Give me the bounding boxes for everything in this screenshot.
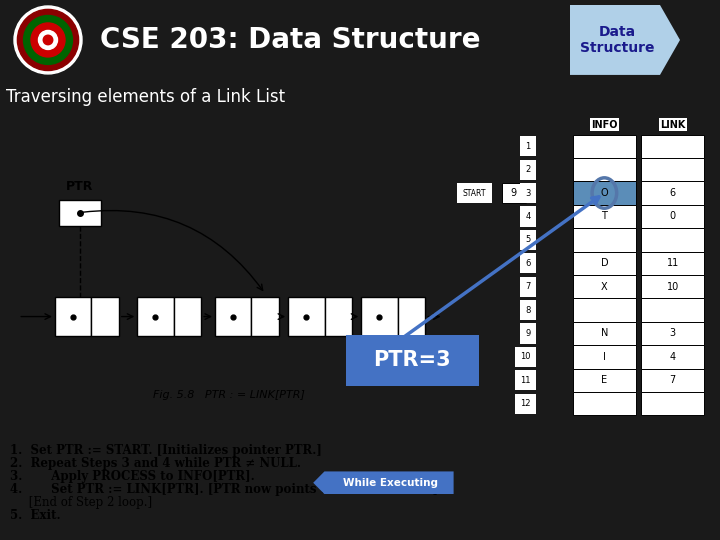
Text: 1: 1 xyxy=(526,141,531,151)
Text: 9: 9 xyxy=(526,329,531,338)
FancyBboxPatch shape xyxy=(641,158,704,181)
Text: START: START xyxy=(462,188,486,198)
FancyBboxPatch shape xyxy=(361,297,397,336)
Text: PTR: PTR xyxy=(66,180,94,193)
Polygon shape xyxy=(570,5,680,75)
Text: Fig. 5.8   PTR : = LINK[PTR]: Fig. 5.8 PTR : = LINK[PTR] xyxy=(153,389,305,400)
FancyBboxPatch shape xyxy=(325,297,352,336)
FancyBboxPatch shape xyxy=(641,205,704,228)
FancyBboxPatch shape xyxy=(60,200,101,226)
Text: INFO: INFO xyxy=(591,120,618,130)
Text: 2: 2 xyxy=(526,165,531,174)
FancyBboxPatch shape xyxy=(641,181,704,205)
Text: 6: 6 xyxy=(670,188,676,198)
Text: Traversing elements of a Link List: Traversing elements of a Link List xyxy=(6,89,285,106)
FancyBboxPatch shape xyxy=(573,322,636,345)
Text: 8: 8 xyxy=(526,306,531,315)
Text: [End of Step 2 loop.]: [End of Step 2 loop.] xyxy=(9,496,152,509)
FancyBboxPatch shape xyxy=(55,297,91,336)
Circle shape xyxy=(38,30,58,50)
Text: 7: 7 xyxy=(526,282,531,291)
Text: While Executing: While Executing xyxy=(343,478,438,488)
Text: 4: 4 xyxy=(670,352,676,362)
Text: LINK: LINK xyxy=(660,120,685,130)
Circle shape xyxy=(24,16,73,64)
Text: 5: 5 xyxy=(526,235,531,245)
FancyBboxPatch shape xyxy=(641,275,704,299)
Text: I: I xyxy=(603,352,606,362)
Text: 12: 12 xyxy=(521,399,531,408)
Text: Data
Structure: Data Structure xyxy=(580,25,654,55)
Text: 3: 3 xyxy=(670,328,676,339)
Text: 2.  Repeat Steps 3 and 4 while PTR ≠ NULL.: 2. Repeat Steps 3 and 4 while PTR ≠ NULL… xyxy=(9,457,301,470)
FancyBboxPatch shape xyxy=(573,369,636,392)
Polygon shape xyxy=(313,471,454,494)
FancyBboxPatch shape xyxy=(641,134,704,158)
FancyBboxPatch shape xyxy=(641,369,704,392)
FancyBboxPatch shape xyxy=(251,297,279,336)
FancyBboxPatch shape xyxy=(641,228,704,252)
Text: 5.  Exit.: 5. Exit. xyxy=(9,509,60,522)
Text: D: D xyxy=(600,258,608,268)
Text: 3: 3 xyxy=(526,188,531,198)
FancyBboxPatch shape xyxy=(573,158,636,181)
Text: E: E xyxy=(601,375,608,385)
Circle shape xyxy=(17,9,78,71)
FancyBboxPatch shape xyxy=(573,134,636,158)
Text: 10: 10 xyxy=(667,282,679,292)
Circle shape xyxy=(31,23,65,57)
FancyBboxPatch shape xyxy=(288,297,325,336)
Text: 11: 11 xyxy=(667,258,679,268)
Text: T: T xyxy=(601,212,607,221)
FancyBboxPatch shape xyxy=(335,330,490,390)
Text: 7: 7 xyxy=(670,375,676,385)
Text: PTR=3: PTR=3 xyxy=(374,350,451,370)
Text: X: X xyxy=(601,282,608,292)
FancyBboxPatch shape xyxy=(641,252,704,275)
FancyBboxPatch shape xyxy=(573,181,636,205)
Text: N: N xyxy=(600,328,608,339)
Text: 10: 10 xyxy=(521,353,531,361)
Text: 4: 4 xyxy=(526,212,531,221)
Circle shape xyxy=(14,6,82,74)
FancyBboxPatch shape xyxy=(641,322,704,345)
FancyBboxPatch shape xyxy=(573,205,636,228)
FancyBboxPatch shape xyxy=(215,297,251,336)
Text: 4.       Set PTR := LINK[PTR]. [PTR now points to the next node.]: 4. Set PTR := LINK[PTR]. [PTR now points… xyxy=(9,483,438,496)
FancyBboxPatch shape xyxy=(641,392,704,415)
FancyBboxPatch shape xyxy=(397,297,426,336)
FancyBboxPatch shape xyxy=(174,297,201,336)
Text: 11: 11 xyxy=(521,376,531,385)
Circle shape xyxy=(43,35,53,45)
FancyBboxPatch shape xyxy=(573,299,636,322)
FancyBboxPatch shape xyxy=(641,299,704,322)
FancyBboxPatch shape xyxy=(91,297,119,336)
Text: CSE 203: Data Structure: CSE 203: Data Structure xyxy=(100,26,480,54)
FancyBboxPatch shape xyxy=(137,297,174,336)
Text: 6: 6 xyxy=(526,259,531,268)
FancyBboxPatch shape xyxy=(573,275,636,299)
Text: 9: 9 xyxy=(510,188,517,198)
FancyBboxPatch shape xyxy=(573,252,636,275)
Text: 0: 0 xyxy=(670,212,676,221)
Text: 3.       Apply PROCESS to INFO[PTR].: 3. Apply PROCESS to INFO[PTR]. xyxy=(9,470,254,483)
Text: 1.  Set PTR := START. [Initializes pointer PTR.]: 1. Set PTR := START. [Initializes pointe… xyxy=(9,444,322,457)
FancyBboxPatch shape xyxy=(573,392,636,415)
FancyBboxPatch shape xyxy=(573,228,636,252)
FancyBboxPatch shape xyxy=(573,345,636,369)
FancyBboxPatch shape xyxy=(641,345,704,369)
Text: O: O xyxy=(600,188,608,198)
FancyBboxPatch shape xyxy=(502,183,526,203)
